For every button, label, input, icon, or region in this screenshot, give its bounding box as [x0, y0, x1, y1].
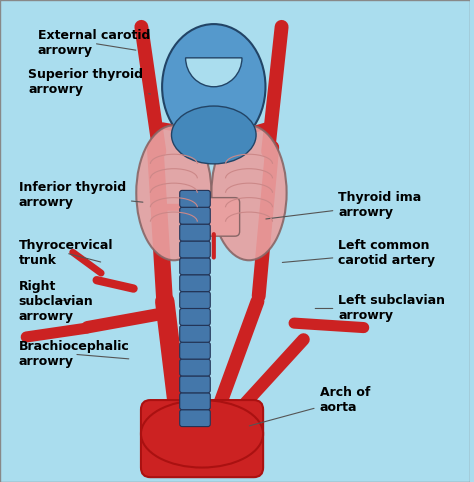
FancyBboxPatch shape — [180, 207, 210, 224]
FancyBboxPatch shape — [141, 400, 263, 477]
FancyBboxPatch shape — [180, 410, 210, 427]
Text: Thyroid ima
arrowry: Thyroid ima arrowry — [266, 191, 421, 219]
FancyArrowPatch shape — [73, 252, 101, 273]
Text: Right
subclavian
arrowry: Right subclavian arrowry — [19, 280, 93, 323]
FancyArrowPatch shape — [97, 280, 134, 289]
FancyArrowPatch shape — [217, 301, 257, 412]
FancyArrowPatch shape — [268, 27, 282, 151]
Ellipse shape — [172, 106, 256, 164]
FancyArrowPatch shape — [87, 314, 162, 327]
FancyArrowPatch shape — [165, 302, 178, 412]
Text: Left subclavian
arrowry: Left subclavian arrowry — [315, 295, 445, 322]
FancyArrowPatch shape — [237, 126, 265, 134]
Text: Thyrocervical
trunk: Thyrocervical trunk — [19, 239, 113, 267]
FancyArrowPatch shape — [141, 27, 159, 151]
FancyBboxPatch shape — [180, 275, 210, 292]
Wedge shape — [186, 58, 242, 87]
FancyBboxPatch shape — [180, 325, 210, 342]
Ellipse shape — [162, 24, 265, 149]
Ellipse shape — [141, 400, 263, 468]
FancyArrowPatch shape — [237, 339, 303, 413]
FancyBboxPatch shape — [183, 198, 240, 236]
FancyArrowPatch shape — [163, 126, 185, 130]
FancyArrowPatch shape — [259, 147, 272, 296]
FancyBboxPatch shape — [180, 308, 210, 325]
FancyBboxPatch shape — [180, 190, 210, 207]
Text: External carotid
arrowry: External carotid arrowry — [37, 29, 150, 57]
Text: Inferior thyroid
arrowry: Inferior thyroid arrowry — [19, 181, 143, 209]
Text: Left common
carotid artery: Left common carotid artery — [283, 239, 435, 267]
FancyBboxPatch shape — [180, 292, 210, 308]
Text: Superior thyroid
arrowry: Superior thyroid arrowry — [28, 68, 150, 96]
FancyBboxPatch shape — [180, 393, 210, 410]
FancyBboxPatch shape — [180, 342, 210, 359]
FancyArrowPatch shape — [155, 147, 164, 296]
Text: Arch of
aorta: Arch of aorta — [249, 386, 370, 426]
Ellipse shape — [211, 125, 287, 260]
Text: Brachiocephalic
arrowry: Brachiocephalic arrowry — [19, 340, 129, 368]
FancyArrowPatch shape — [26, 328, 87, 337]
Ellipse shape — [136, 125, 211, 260]
FancyBboxPatch shape — [180, 359, 210, 376]
FancyBboxPatch shape — [180, 224, 210, 241]
FancyBboxPatch shape — [180, 258, 210, 275]
FancyBboxPatch shape — [180, 241, 210, 258]
FancyBboxPatch shape — [180, 376, 210, 393]
FancyArrowPatch shape — [294, 323, 364, 328]
